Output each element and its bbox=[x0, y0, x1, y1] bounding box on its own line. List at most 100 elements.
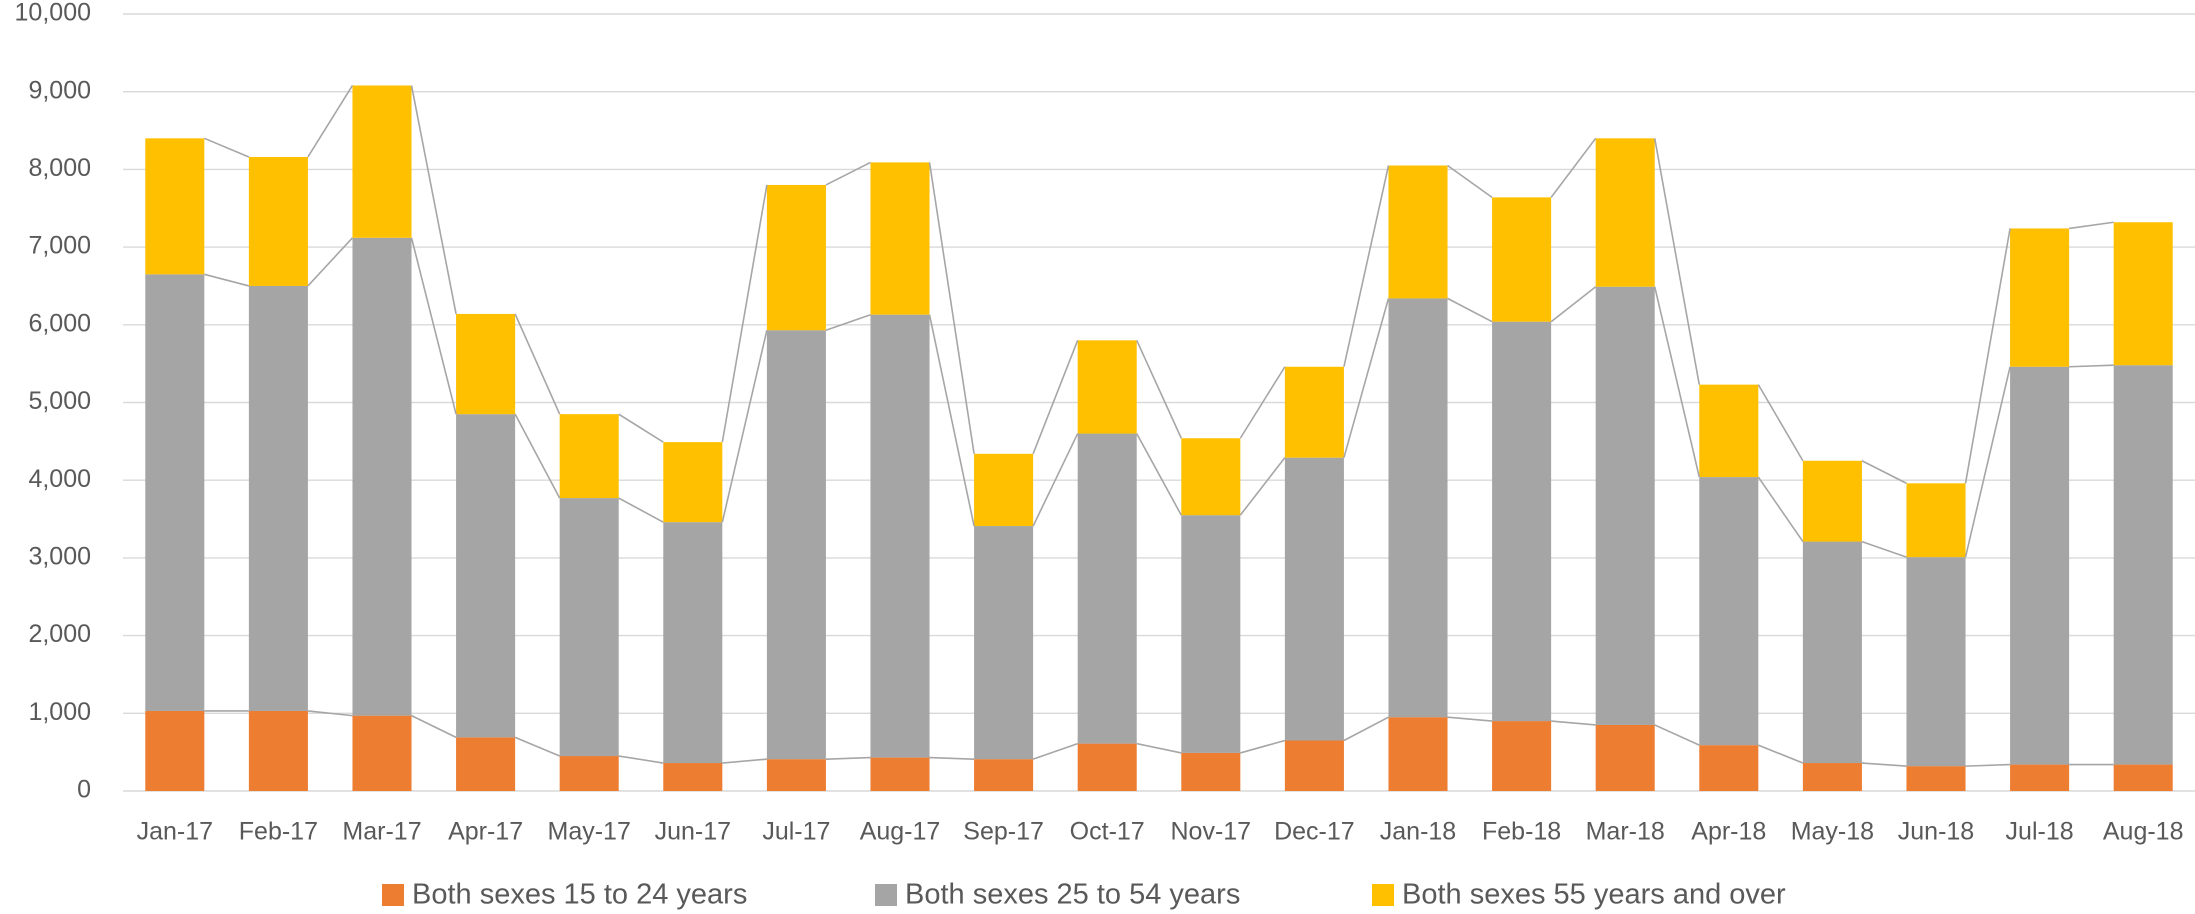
series-line bbox=[1654, 724, 1700, 746]
y-tick-label: 3,000 bbox=[28, 543, 91, 571]
series-line bbox=[928, 314, 975, 527]
x-tick-label: Jul-18 bbox=[2006, 818, 2074, 846]
series-line bbox=[1861, 762, 1907, 767]
legend-swatch bbox=[1372, 884, 1394, 906]
bar-segment bbox=[1906, 483, 1966, 558]
x-tick-label: Jan-17 bbox=[137, 818, 213, 846]
x-tick-label: Feb-18 bbox=[1482, 818, 1561, 846]
series-line bbox=[618, 755, 664, 764]
bar-segment bbox=[766, 184, 826, 331]
bar-segment bbox=[2010, 764, 2070, 791]
bar-segment bbox=[456, 313, 516, 415]
series-line bbox=[1550, 286, 1597, 323]
series-line bbox=[1653, 286, 1701, 478]
x-tick-label: Jan-18 bbox=[1380, 818, 1456, 846]
series-line bbox=[2069, 364, 2114, 368]
legend-label: Both sexes 55 years and over bbox=[1402, 879, 1786, 911]
x-tick-label: Feb-17 bbox=[239, 818, 318, 846]
series-line bbox=[1239, 366, 1286, 439]
series-line bbox=[1447, 297, 1493, 323]
series-line bbox=[307, 710, 353, 717]
y-tick-label: 2,000 bbox=[28, 620, 91, 648]
series-line bbox=[929, 756, 975, 760]
series-line bbox=[1032, 433, 1079, 527]
bar-segment bbox=[559, 414, 619, 499]
legend-label: Both sexes 25 to 54 years bbox=[905, 879, 1240, 911]
series-line bbox=[204, 137, 250, 158]
bar-segment bbox=[2010, 366, 2070, 765]
bar-segment bbox=[1595, 138, 1655, 287]
series-line bbox=[825, 313, 871, 331]
bar-segment bbox=[1388, 298, 1448, 718]
bar-segment bbox=[974, 453, 1034, 527]
bar-segment bbox=[1492, 721, 1552, 791]
legend-swatch bbox=[875, 884, 897, 906]
bar-segment bbox=[1802, 763, 1862, 791]
bar-segment bbox=[1181, 752, 1241, 791]
bar-segment bbox=[1699, 745, 1759, 791]
bar-segment bbox=[1077, 743, 1137, 791]
x-tick-label: Oct-17 bbox=[1070, 818, 1145, 846]
y-tick-label: 1,000 bbox=[28, 698, 91, 726]
series-line bbox=[1032, 742, 1078, 760]
series-line bbox=[721, 184, 768, 443]
bar-segment bbox=[870, 162, 930, 315]
bar-segment bbox=[145, 710, 205, 791]
series-line bbox=[1136, 433, 1182, 516]
x-tick-label: Jul-17 bbox=[762, 818, 830, 846]
series-line bbox=[204, 273, 250, 287]
series-line bbox=[825, 756, 871, 760]
series-line bbox=[1653, 138, 1701, 385]
x-tick-label: Apr-17 bbox=[448, 818, 523, 846]
legend-swatch bbox=[382, 884, 404, 906]
bar-segment bbox=[456, 414, 516, 738]
bar-segment bbox=[1284, 457, 1344, 741]
y-tick-label: 8,000 bbox=[28, 154, 91, 182]
y-tick-label: 10,000 bbox=[15, 0, 91, 27]
series-line bbox=[618, 497, 664, 523]
bar-segment bbox=[663, 522, 723, 764]
bar-segment bbox=[1181, 438, 1241, 516]
series-line bbox=[1447, 164, 1493, 199]
bar-segment bbox=[766, 330, 826, 760]
series-line bbox=[1343, 298, 1390, 458]
bar-segment bbox=[1492, 197, 1552, 322]
bar-segment bbox=[766, 759, 826, 791]
series-line bbox=[410, 85, 457, 315]
bar-segment bbox=[248, 285, 308, 711]
bar-segment bbox=[2113, 365, 2173, 765]
series-line bbox=[411, 714, 457, 739]
x-tick-label: Dec-17 bbox=[1274, 818, 1355, 846]
bar-segment bbox=[974, 526, 1034, 760]
bar-segment bbox=[2113, 764, 2173, 791]
series-line bbox=[1135, 340, 1183, 439]
series-line bbox=[1964, 228, 2011, 484]
x-tick-label: May-18 bbox=[1791, 818, 1874, 846]
series-line bbox=[721, 330, 768, 523]
series-line bbox=[514, 313, 561, 415]
bar-segment bbox=[663, 763, 723, 791]
bar-segment bbox=[663, 442, 723, 523]
x-tick-label: Mar-18 bbox=[1586, 818, 1665, 846]
bar-segment bbox=[352, 715, 412, 791]
series-line bbox=[1757, 384, 1804, 462]
bar-segment bbox=[1802, 460, 1862, 542]
series-line bbox=[1965, 763, 2011, 767]
bar-segment bbox=[1906, 557, 1966, 767]
series-line bbox=[1343, 716, 1389, 742]
bar-segment bbox=[1906, 766, 1966, 791]
bar-segment bbox=[1388, 717, 1448, 791]
bar-segment bbox=[456, 737, 516, 791]
bar-segment bbox=[1802, 541, 1862, 764]
series-line bbox=[1861, 540, 1907, 558]
series-line bbox=[307, 237, 354, 287]
bar-segment bbox=[1699, 384, 1759, 478]
bar-segment bbox=[248, 156, 308, 286]
y-tick-label: 9,000 bbox=[28, 76, 91, 104]
series-line bbox=[307, 85, 354, 158]
y-tick-label: 5,000 bbox=[28, 387, 91, 415]
bar-segment bbox=[559, 756, 619, 791]
series-line bbox=[1861, 460, 1907, 485]
